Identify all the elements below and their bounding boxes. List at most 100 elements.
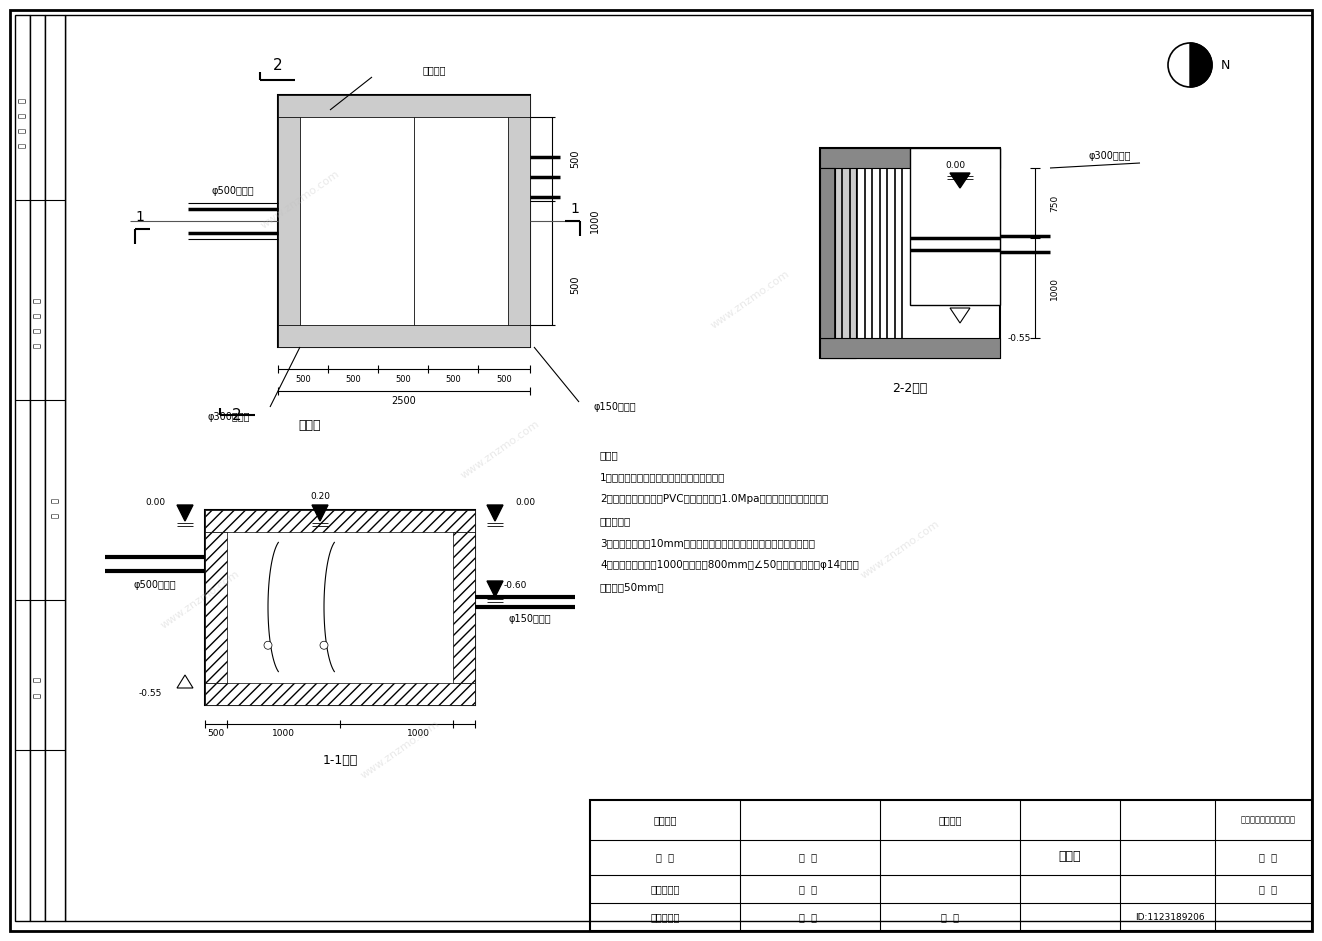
Text: 人: 人 xyxy=(33,297,41,302)
Bar xyxy=(453,532,475,683)
Bar xyxy=(205,683,475,705)
Text: 0.00: 0.00 xyxy=(145,498,165,506)
Text: 500: 500 xyxy=(295,375,311,384)
Text: ID:1123189206: ID:1123189206 xyxy=(1136,913,1204,921)
Text: 500: 500 xyxy=(395,375,411,384)
Text: 审  定: 审 定 xyxy=(656,852,674,862)
Text: 柔性接头。: 柔性接头。 xyxy=(600,516,631,526)
Text: 专: 专 xyxy=(50,498,59,502)
Bar xyxy=(300,117,414,325)
Bar xyxy=(45,15,65,921)
Text: 750: 750 xyxy=(1050,195,1059,212)
Text: 500: 500 xyxy=(345,375,361,384)
Text: www.znzmo.com: www.znzmo.com xyxy=(259,169,341,231)
Bar xyxy=(278,95,530,347)
Text: 兼: 兼 xyxy=(33,678,41,682)
Text: -0.55: -0.55 xyxy=(1007,333,1031,343)
Text: 说明：: 说明： xyxy=(600,450,619,460)
Text: 项目名称: 项目名称 xyxy=(939,815,961,825)
Text: www.znzmo.com: www.znzmo.com xyxy=(709,269,791,331)
Bar xyxy=(590,800,1311,931)
Bar xyxy=(30,15,45,921)
Text: 500: 500 xyxy=(446,375,461,384)
Text: 0.20: 0.20 xyxy=(309,491,330,501)
Text: 工程名称: 工程名称 xyxy=(653,815,677,825)
Text: 格栅井: 格栅井 xyxy=(1059,851,1081,864)
Text: 0.00: 0.00 xyxy=(945,161,965,169)
Text: φ500进水管: φ500进水管 xyxy=(134,580,176,590)
Text: 图  号: 图 号 xyxy=(1259,884,1277,894)
Text: 2: 2 xyxy=(274,57,283,72)
Text: 500: 500 xyxy=(570,276,580,295)
Text: 业: 业 xyxy=(50,513,59,518)
Text: φ300溢流管: φ300溢流管 xyxy=(1089,151,1132,161)
Circle shape xyxy=(264,641,272,649)
Text: 新农村生活污水处理工程: 新农村生活污水处理工程 xyxy=(1240,816,1296,824)
Text: φ500进水管: φ500进水管 xyxy=(212,186,254,196)
Polygon shape xyxy=(486,505,502,521)
Bar xyxy=(278,325,530,347)
Bar xyxy=(820,148,999,358)
Text: 2500: 2500 xyxy=(391,396,416,406)
Text: 签: 签 xyxy=(33,327,41,332)
Text: 500: 500 xyxy=(208,729,225,739)
Bar xyxy=(910,148,999,305)
Polygon shape xyxy=(177,505,193,521)
Bar xyxy=(278,117,300,325)
Text: 员: 员 xyxy=(33,312,41,317)
Text: 图: 图 xyxy=(17,98,26,103)
Text: 1-1剖面: 1-1剖面 xyxy=(323,754,358,767)
Polygon shape xyxy=(177,675,193,688)
Bar xyxy=(820,148,999,168)
Text: 0.00: 0.00 xyxy=(516,498,535,506)
Text: 校  对: 校 对 xyxy=(798,912,817,922)
Bar xyxy=(278,95,530,117)
Polygon shape xyxy=(951,308,970,323)
Text: φ150出水管: φ150出水管 xyxy=(509,614,551,624)
Text: 设  计: 设 计 xyxy=(798,852,817,862)
Text: 1: 1 xyxy=(136,210,144,224)
Text: 1000: 1000 xyxy=(406,729,430,739)
Text: 1: 1 xyxy=(571,202,579,216)
Text: 平面图: 平面图 xyxy=(299,419,321,432)
Text: 用: 用 xyxy=(33,693,41,697)
Text: 项目负责人: 项目负责人 xyxy=(650,884,680,894)
Polygon shape xyxy=(486,581,502,597)
Text: 2: 2 xyxy=(233,407,242,423)
Text: 4、格栅盖板篦子宽1000毫米，长800mm，∠50角质钢制骨架，φ14圆钢焊: 4、格栅盖板篦子宽1000毫米，长800mm，∠50角质钢制骨架，φ14圆钢焊 xyxy=(600,560,859,570)
Text: 专业负责人: 专业负责人 xyxy=(650,912,680,922)
Text: 工  艺: 工 艺 xyxy=(1259,852,1277,862)
Text: 录: 录 xyxy=(17,142,26,148)
Text: φ150出水管: φ150出水管 xyxy=(594,402,637,412)
Circle shape xyxy=(320,641,328,649)
Text: www.znzmo.com: www.znzmo.com xyxy=(459,419,541,481)
Polygon shape xyxy=(312,505,328,521)
Bar xyxy=(508,117,530,325)
Bar xyxy=(15,15,30,921)
Text: 1000: 1000 xyxy=(271,729,295,739)
Polygon shape xyxy=(1190,43,1212,87)
Text: 字: 字 xyxy=(33,343,41,347)
Text: 日  期: 日 期 xyxy=(941,912,958,922)
Text: -0.60: -0.60 xyxy=(504,581,526,589)
Bar xyxy=(205,510,475,705)
Text: φ300溢流管: φ300溢流管 xyxy=(208,412,250,422)
Text: 目: 目 xyxy=(17,127,26,133)
Bar xyxy=(820,168,836,338)
Text: www.znzmo.com: www.znzmo.com xyxy=(159,569,241,631)
Text: 3、格栅栅条间隙10mm，制作完毕后，人工除锈，刷环氧树脂漆防腐。: 3、格栅栅条间隙10mm，制作完毕后，人工除锈，刷环氧树脂漆防腐。 xyxy=(600,538,814,548)
Bar xyxy=(820,338,999,358)
Text: 2、工艺管道采用给水PVC，压力等级为1.0Mpa。柔性接头为钢质卡箍式: 2、工艺管道采用给水PVC，压力等级为1.0Mpa。柔性接头为钢质卡箍式 xyxy=(600,494,829,504)
Text: 纸: 纸 xyxy=(17,113,26,118)
Text: 1000: 1000 xyxy=(590,209,600,233)
Bar xyxy=(205,532,227,683)
Text: N: N xyxy=(1220,58,1229,72)
Text: www.znzmo.com: www.znzmo.com xyxy=(358,719,442,781)
Text: 500: 500 xyxy=(496,375,512,384)
Text: -0.55: -0.55 xyxy=(139,689,161,697)
Polygon shape xyxy=(951,173,970,188)
Text: 500: 500 xyxy=(570,150,580,168)
Bar xyxy=(205,510,475,532)
Text: 接，间隙50mm。: 接，间隙50mm。 xyxy=(600,582,665,592)
Text: 制  图: 制 图 xyxy=(798,884,817,894)
